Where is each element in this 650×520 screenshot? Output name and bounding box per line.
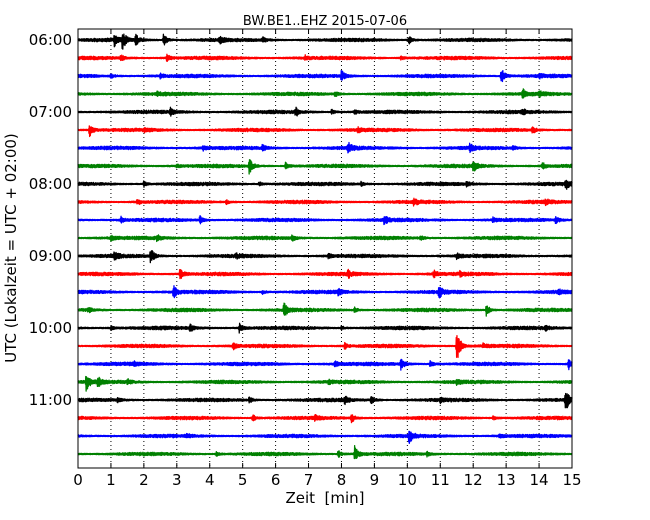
- y-axis-label: UTC (Lokalzeit = UTC + 02:00): [2, 133, 20, 363]
- y-tick-label: 06:00: [29, 31, 72, 49]
- plot-frame: [77, 28, 573, 469]
- x-tick-label: 11: [431, 471, 450, 489]
- trace-1115: [77, 414, 573, 424]
- y-axis-ticks: 06:00 07:00 08:00 09:00 10:00 11:00: [29, 31, 572, 409]
- y-tick-label: 10:00: [29, 319, 72, 337]
- y-tick-label: 09:00: [29, 247, 72, 265]
- trace-1030: [77, 358, 573, 371]
- trace-0915: [77, 268, 573, 280]
- trace-0815: [77, 197, 573, 207]
- x-tick-label: 12: [464, 471, 483, 489]
- trace-0615: [77, 53, 573, 62]
- trace-0745: [77, 159, 573, 175]
- x-tick-label: 3: [172, 471, 182, 489]
- x-tick-label: 10: [398, 471, 417, 489]
- x-tick-label: 2: [139, 471, 149, 489]
- x-tick-label: 14: [530, 471, 549, 489]
- trace-1100: [77, 392, 573, 409]
- x-tick-label: 15: [562, 471, 581, 489]
- x-tick-label: 1: [106, 471, 116, 489]
- x-tick-label: 7: [304, 471, 314, 489]
- x-axis-ticks: 0 1 2 3 4 5 6 7 8 9 10 11 12 13 14 15: [73, 29, 582, 489]
- trace-0630: [77, 69, 573, 83]
- y-tick-label: 08:00: [29, 175, 72, 193]
- trace-0645: [77, 88, 573, 99]
- trace-1130: [77, 430, 573, 444]
- trace-0700: [77, 106, 573, 117]
- trace-1015: [77, 334, 573, 359]
- trace-0600: [77, 33, 573, 50]
- trace-0900: [77, 249, 573, 264]
- trace-0715: [77, 125, 573, 138]
- x-axis-label: Zeit [min]: [285, 489, 364, 507]
- x-tick-label: 13: [497, 471, 516, 489]
- y-tick-label: 11:00: [29, 391, 72, 409]
- x-tick-label: 8: [337, 471, 347, 489]
- trace-0945: [77, 302, 573, 317]
- x-tick-label: 6: [271, 471, 281, 489]
- trace-0730: [77, 141, 573, 154]
- x-tick-label: 4: [205, 471, 215, 489]
- chart-title: BW.BE1..EHZ 2015-07-06: [243, 14, 407, 29]
- x-tick-label: 9: [370, 471, 380, 489]
- x-tick-label: 0: [73, 471, 83, 489]
- trace-1145: [77, 444, 573, 460]
- trace-0830: [77, 214, 573, 226]
- trace-1045: [77, 375, 573, 392]
- trace-1000: [77, 322, 573, 334]
- trace-0800: [77, 179, 573, 190]
- trace-0845: [77, 234, 573, 243]
- seismic-traces: [77, 33, 573, 460]
- y-tick-label: 07:00: [29, 103, 72, 121]
- trace-0930: [77, 285, 573, 299]
- x-tick-label: 5: [238, 471, 248, 489]
